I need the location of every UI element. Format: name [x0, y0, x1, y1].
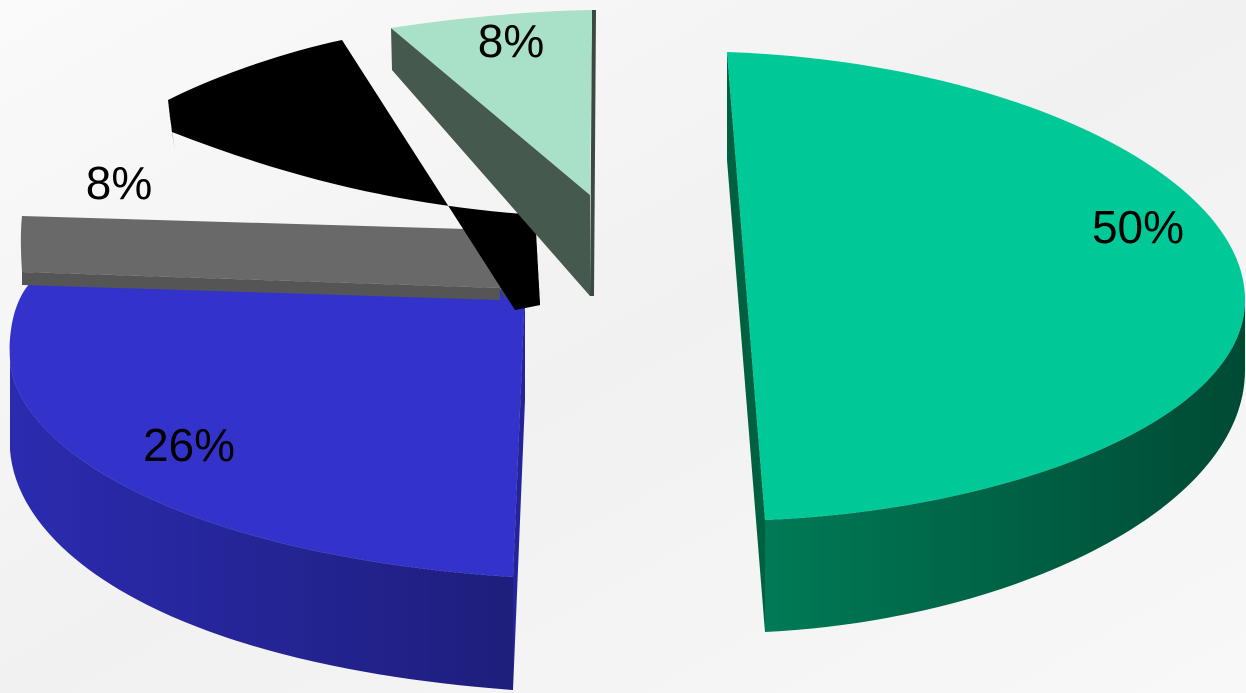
slice-8-mint-top-face — [391, 10, 592, 195]
slice-8-gray-top-face — [20, 216, 500, 288]
slice-50-top-face — [727, 52, 1245, 520]
slice-50-inner-face — [727, 52, 765, 632]
slice-26-top-face — [9, 275, 525, 577]
slice-50-side-face — [765, 300, 1245, 632]
slice-26-inner-face — [513, 290, 525, 690]
slice-label-50: 50% — [1092, 201, 1184, 253]
slice-8-mint — [391, 10, 596, 296]
slice-8-mint-inner-face — [590, 10, 596, 296]
slice-label-8-gray: 8% — [86, 157, 152, 209]
slice-26-side-face — [10, 360, 513, 690]
slice-label-8-mint: 8% — [478, 15, 544, 67]
slice-label-26: 26% — [143, 419, 235, 471]
slice-26 — [9, 275, 525, 690]
slice-8-gray-side-face — [22, 272, 500, 300]
slice-8-black-top-face — [168, 40, 540, 310]
slice-8-mint-side-face — [391, 28, 590, 296]
slice-8-black — [168, 40, 540, 310]
slices-layer — [9, 10, 1245, 690]
labels-layer: 50% 26% 8% 8% — [86, 15, 1184, 471]
slice-50 — [727, 52, 1245, 632]
